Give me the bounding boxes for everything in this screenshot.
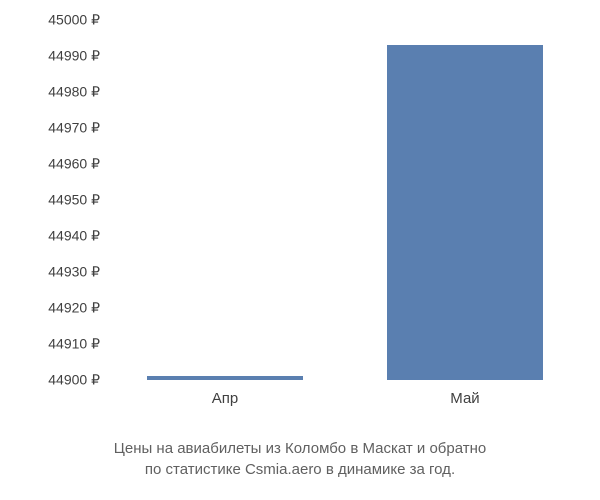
x-axis: Апр Май xyxy=(105,385,585,415)
y-tick-label: 44920 ₽ xyxy=(48,300,100,317)
x-tick-label: Май xyxy=(450,390,479,407)
caption-line-2: по статистике Csmia.aero в динамике за г… xyxy=(0,459,600,480)
y-tick-label: 44980 ₽ xyxy=(48,84,100,101)
x-tick-label: Апр xyxy=(212,390,238,407)
bar xyxy=(147,376,303,380)
chart-caption: Цены на авиабилеты из Коломбо в Маскат и… xyxy=(0,438,600,480)
y-axis: 44900 ₽44910 ₽44920 ₽44930 ₽44940 ₽44950… xyxy=(10,20,100,380)
plot-area xyxy=(105,20,585,380)
y-tick-label: 44950 ₽ xyxy=(48,192,100,209)
y-tick-label: 44990 ₽ xyxy=(48,48,100,65)
y-tick-label: 44960 ₽ xyxy=(48,156,100,173)
y-tick-label: 44900 ₽ xyxy=(48,372,100,389)
y-tick-label: 44910 ₽ xyxy=(48,336,100,353)
price-chart: 44900 ₽ 44910 ₽ 44920 ₽ 44930 ₽ 44940 ₽ 44950… xyxy=(10,20,590,440)
caption-line-1: Цены на авиабилеты из Коломбо в Маскат и… xyxy=(0,438,600,459)
y-tick-label: 44930 ₽ xyxy=(48,264,100,281)
bar xyxy=(387,45,543,380)
y-tick-label: 45000 ₽ xyxy=(48,12,100,29)
y-tick-label: 44940 ₽ xyxy=(48,228,100,245)
y-tick-label: 44970 ₽ xyxy=(48,120,100,137)
